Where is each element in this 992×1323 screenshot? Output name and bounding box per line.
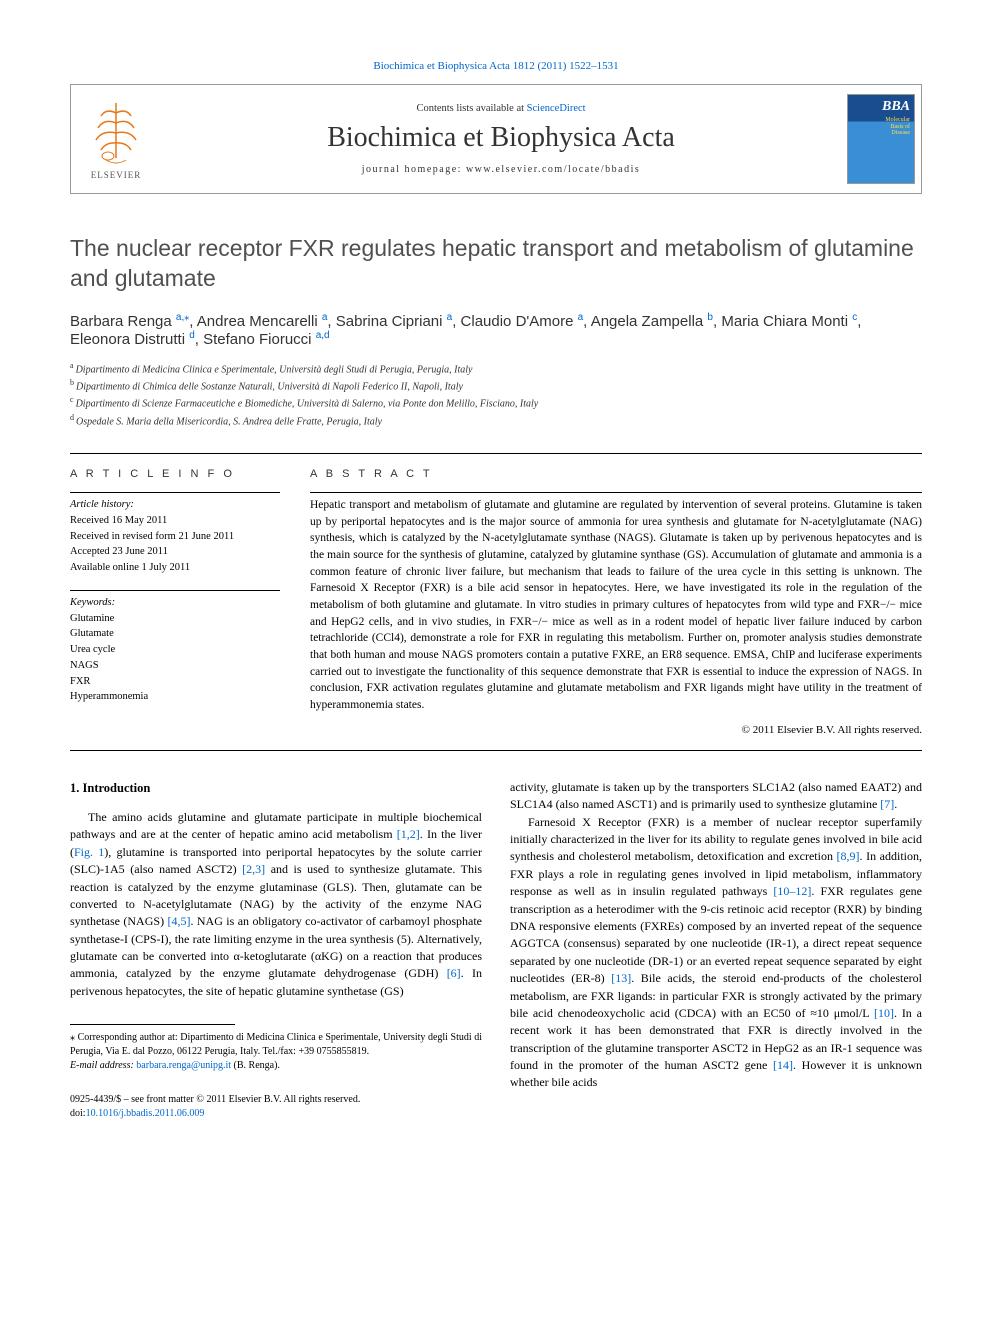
cover-subtitle: Molecular Basis of Disease (885, 117, 910, 137)
cite-1-2[interactable]: [1,2] (397, 827, 420, 841)
cite-10[interactable]: [10] (874, 1006, 894, 1020)
keyword: Hyperammonemia (70, 689, 280, 705)
author: Barbara Renga a,⁎ (70, 313, 189, 330)
author: Claudio D'Amore a (461, 313, 584, 330)
abstract-heading: A B S T R A C T (310, 468, 922, 480)
keyword: NAGS (70, 658, 280, 674)
affiliation: c Dipartimento di Scienze Farmaceutiche … (70, 394, 922, 411)
affiliations-list: a Dipartimento di Medicina Clinica e Spe… (70, 360, 922, 429)
cover-bba-label: BBA (882, 99, 910, 115)
cite-13[interactable]: [13] (611, 971, 631, 985)
keyword: Urea cycle (70, 642, 280, 658)
corr-email-link[interactable]: barbara.renga@unipg.it (136, 1060, 231, 1071)
affiliation: a Dipartimento di Medicina Clinica e Spe… (70, 360, 922, 377)
cite-10-12[interactable]: [10–12] (773, 884, 811, 898)
cite-2-3[interactable]: [2,3] (242, 862, 265, 876)
authors-list: Barbara Renga a,⁎, Andrea Mencarelli a, … (70, 312, 922, 348)
homepage-line: journal homepage: www.elsevier.com/locat… (362, 164, 641, 175)
article-history: Article history: Received 16 May 2011 Re… (70, 497, 280, 576)
citation-link[interactable]: Biochimica et Biophysica Acta 1812 (2011… (373, 60, 618, 72)
intro-p1: The amino acids glutamine and glutamate … (70, 809, 482, 1000)
cite-8-9[interactable]: [8,9] (837, 849, 860, 863)
body-columns: 1. Introduction The amino acids glutamin… (70, 779, 922, 1121)
elsevier-tree-icon (86, 98, 146, 168)
abstract-copyright: © 2011 Elsevier B.V. All rights reserved… (310, 724, 922, 736)
sciencedirect-link[interactable]: ScienceDirect (527, 103, 586, 114)
doi-link[interactable]: 10.1016/j.bbadis.2011.06.009 (86, 1108, 205, 1119)
cite-14[interactable]: [14] (773, 1058, 793, 1072)
issn-line: 0925-4439/$ – see front matter © 2011 El… (70, 1093, 482, 1107)
article-title: The nuclear receptor FXR regulates hepat… (70, 234, 922, 294)
affiliation: d Ospedale S. Maria della Misericordia, … (70, 412, 922, 429)
journal-header: ELSEVIER Contents lists available at Sci… (70, 84, 922, 194)
cover-thumbnail: BBA Molecular Basis of Disease (841, 85, 921, 193)
fig-1-ref[interactable]: Fig. 1 (74, 845, 104, 859)
header-center: Contents lists available at ScienceDirec… (161, 85, 841, 193)
abstract-text: Hepatic transport and metabolism of glut… (310, 497, 922, 714)
author: Sabrina Cipriani a (336, 313, 452, 330)
cite-6[interactable]: [6] (447, 966, 461, 980)
left-col: 1. Introduction The amino acids glutamin… (70, 779, 482, 1121)
keyword: Glutamate (70, 626, 280, 642)
author: Eleonora Distrutti d (70, 331, 195, 348)
page-citation: Biochimica et Biophysica Acta 1812 (2011… (70, 60, 922, 72)
intro-p2: activity, glutamate is taken up by the t… (510, 779, 922, 814)
elsevier-logo: ELSEVIER (71, 85, 161, 193)
author: Maria Chiara Monti c (721, 313, 857, 330)
bottom-bar: 0925-4439/$ – see front matter © 2011 El… (70, 1093, 482, 1121)
doi-line: doi:10.1016/j.bbadis.2011.06.009 (70, 1107, 482, 1121)
author: Stefano Fiorucci a,d (203, 331, 329, 348)
author: Andrea Mencarelli a (197, 313, 328, 330)
article-info-heading: A R T I C L E I N F O (70, 468, 280, 480)
keyword: Glutamine (70, 611, 280, 627)
publisher-name: ELSEVIER (91, 170, 142, 180)
author: Angela Zampella b (591, 313, 713, 330)
right-col: activity, glutamate is taken up by the t… (510, 779, 922, 1121)
corresponding-author-footnote: ⁎ Corresponding author at: Dipartimento … (70, 1031, 482, 1073)
keywords-block: Keywords: GlutamineGlutamateUrea cycleNA… (70, 595, 280, 705)
homepage-url[interactable]: www.elsevier.com/locate/bbadis (466, 164, 640, 175)
intro-heading: 1. Introduction (70, 779, 482, 797)
contents-line: Contents lists available at ScienceDirec… (416, 103, 585, 114)
affiliation: b Dipartimento di Chimica delle Sostanze… (70, 377, 922, 394)
intro-p3: Farnesoid X Receptor (FXR) is a member o… (510, 814, 922, 1092)
keyword: FXR (70, 674, 280, 690)
abstract-col: A B S T R A C T Hepatic transport and me… (310, 468, 922, 736)
cite-7[interactable]: [7] (880, 797, 894, 811)
article-info-col: A R T I C L E I N F O Article history: R… (70, 468, 280, 736)
cite-4-5[interactable]: [4,5] (167, 914, 190, 928)
journal-name: Biochimica et Biophysica Acta (327, 122, 675, 154)
